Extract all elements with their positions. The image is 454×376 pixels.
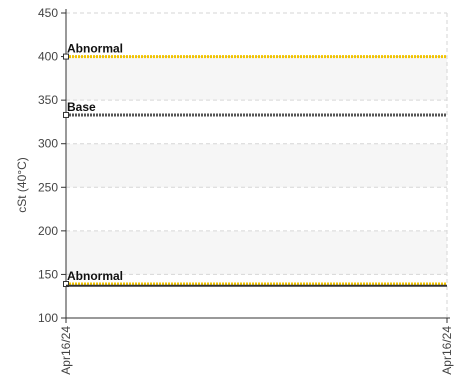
ref-label-2: Abnormal	[67, 269, 123, 283]
y-tick-label-200: 200	[38, 224, 58, 238]
band-0	[66, 274, 447, 318]
ref-label-1: Base	[67, 100, 96, 114]
band-2	[66, 187, 447, 231]
y-tick-label-400: 400	[38, 50, 58, 64]
band-3	[66, 144, 447, 188]
y-tick-label-300: 300	[38, 137, 58, 151]
x-tick-label-1: Apr16/24	[440, 326, 454, 375]
y-tick-label-350: 350	[38, 93, 58, 107]
band-1	[66, 231, 447, 275]
background-bands	[66, 13, 447, 318]
x-tick-labels: Apr16/24 Apr16/24	[59, 326, 454, 375]
y-tick-label-250: 250	[38, 180, 58, 194]
band-5	[66, 57, 447, 101]
band-4	[66, 100, 447, 144]
y-tick-labels: 100 150 200 250 300 350 400 450	[38, 6, 58, 325]
y-tick-label-450: 450	[38, 6, 58, 20]
y-tick-label-150: 150	[38, 267, 58, 281]
ref-label-0: Abnormal	[67, 42, 123, 56]
y-tick-label-100: 100	[38, 311, 58, 325]
y-axis-label: cSt (40°C)	[15, 157, 29, 212]
band-6	[66, 13, 447, 57]
x-tick-label-0: Apr16/24	[59, 326, 73, 375]
